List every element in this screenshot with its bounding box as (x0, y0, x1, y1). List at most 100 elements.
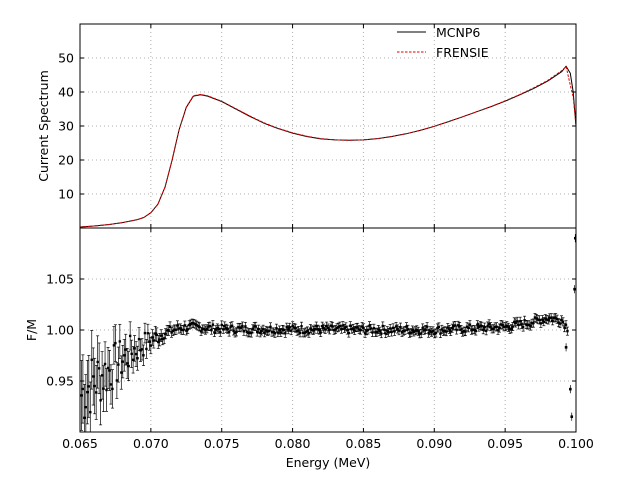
top-y-axis-label: Current Spectrum (36, 70, 51, 182)
ratio-point (376, 325, 380, 334)
ratio-point (440, 324, 444, 334)
x-axis-label: Energy (MeV) (286, 455, 371, 470)
ratio-marker (303, 331, 306, 335)
ratio-point (416, 326, 420, 336)
ratio-point (91, 347, 95, 406)
ratio-marker (344, 325, 348, 329)
ratio-point (475, 320, 479, 330)
ratio-marker (480, 325, 483, 328)
ratio-marker (431, 329, 435, 333)
ratio-marker (482, 328, 485, 331)
ratio-point (573, 285, 576, 294)
ratio-point (570, 412, 574, 421)
bottom-y-tick-label: 1.05 (46, 272, 74, 287)
ratio-marker (284, 332, 287, 335)
ratio-marker (266, 330, 269, 333)
ratio-marker (446, 326, 449, 329)
ratio-marker (257, 328, 260, 331)
ratio-point (209, 325, 213, 335)
ratio-point (158, 333, 162, 347)
ratio-point (379, 329, 383, 339)
ratio-marker (264, 329, 268, 332)
ratio-marker (106, 366, 110, 370)
ratio-marker (294, 326, 297, 330)
ratio-marker (470, 329, 473, 332)
ratio-marker (384, 332, 387, 335)
ratio-point (175, 320, 179, 331)
ratio-marker (288, 326, 291, 329)
ratio-marker (154, 332, 157, 335)
ratio-marker (341, 324, 345, 327)
ratio-point (243, 321, 247, 331)
ratio-point (319, 328, 323, 337)
ratio-point (229, 322, 233, 332)
ratio-marker (477, 325, 481, 329)
ratio-marker (196, 324, 200, 328)
ratio-marker (501, 323, 504, 327)
ratio-marker (224, 327, 228, 330)
ratio-point (540, 315, 544, 325)
ratio-marker (244, 325, 247, 328)
ratio-marker (159, 334, 163, 337)
ratio-marker (201, 327, 204, 331)
ratio-marker (356, 326, 359, 329)
ratio-marker (427, 331, 430, 335)
ratio-point (88, 381, 92, 432)
ratio-point (218, 327, 222, 337)
ratio-point (409, 328, 413, 338)
ratio-point (503, 322, 507, 332)
ratio-point (367, 321, 371, 331)
ratio-marker (195, 323, 198, 327)
ratio-point (258, 328, 262, 338)
ratio-point (96, 335, 100, 389)
ratio-marker (242, 330, 246, 333)
ratio-marker (279, 331, 283, 334)
ratio-point (105, 368, 109, 412)
ratio-marker (359, 328, 362, 332)
ratio-point (224, 323, 228, 333)
ratio-marker (425, 325, 429, 328)
ratio-point (113, 324, 117, 362)
ratio-marker (97, 367, 101, 370)
ratio-point (85, 360, 89, 425)
ratio-point (276, 328, 280, 338)
ratio-marker (133, 347, 136, 350)
ratio-marker (84, 405, 88, 409)
ratio-marker (199, 330, 203, 333)
bottom-y-tick-label: 1.00 (46, 323, 74, 338)
ratio-marker (433, 332, 436, 336)
ratio-marker (124, 348, 127, 351)
ratio-point (357, 325, 361, 335)
ratio-marker (436, 326, 439, 330)
ratio-marker (100, 374, 104, 377)
ratio-marker (103, 362, 107, 366)
ratio-point (365, 326, 369, 336)
ratio-marker (456, 324, 460, 327)
ratio-point (103, 341, 107, 387)
ratio-point (421, 323, 425, 333)
ratio-point (130, 339, 134, 368)
ratio-point (487, 319, 491, 329)
top-y-tick-label: 20 (58, 153, 74, 168)
ratio-marker (490, 327, 494, 331)
ratio-marker (217, 328, 221, 331)
ratio-marker (173, 328, 176, 331)
bottom-ticks: 0.065 0.070 0.075 0.080 0.085 0.090 0.095 0.100… (46, 228, 594, 451)
ratio-marker (90, 358, 93, 361)
x-tick-label: 0.070 (133, 436, 169, 451)
ratio-marker (538, 318, 541, 322)
ratio-marker (496, 329, 500, 332)
ratio-point (100, 351, 104, 400)
ratio-point (161, 333, 165, 346)
ratio-point (195, 320, 199, 330)
ratio-point (291, 321, 295, 331)
ratio-marker (374, 331, 377, 334)
ratio-marker (564, 346, 568, 349)
top-lines (80, 65, 576, 228)
ratio-marker (483, 325, 486, 329)
ratio-marker (508, 328, 512, 331)
ratio-point (273, 328, 277, 338)
ratio-point (122, 339, 126, 372)
ratio-marker (514, 321, 517, 325)
ratio-marker (251, 327, 254, 331)
